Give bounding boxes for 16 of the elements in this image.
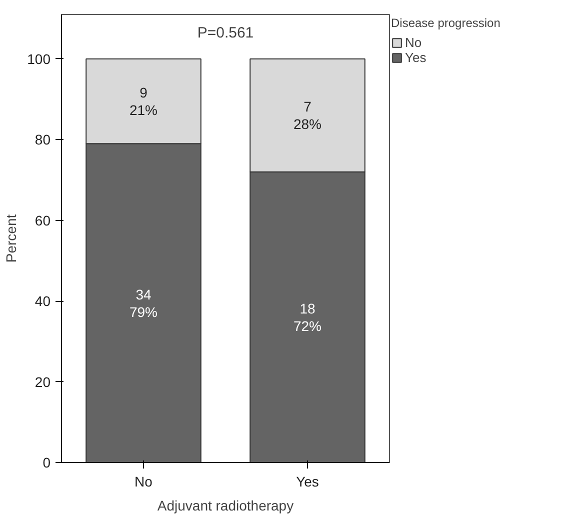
y-tick-label: 20: [34, 374, 51, 390]
y-axis-title: Percent: [3, 214, 20, 263]
y-tick-label: 60: [34, 212, 51, 228]
data-label: 9 21%: [129, 84, 158, 118]
data-label: 34 79%: [129, 286, 158, 320]
y-tick-label: 100: [27, 50, 51, 67]
legend-title: Disease progression: [391, 16, 500, 30]
annotation: P=0.561: [197, 24, 254, 42]
y-tick-label: 40: [34, 293, 51, 310]
data-label: 18 72%: [293, 300, 322, 334]
y-tick-label: 0: [42, 454, 51, 470]
y-tick-label: 80: [34, 132, 51, 148]
legend-label: No: [405, 35, 423, 50]
x-axis-title: Adjuvant radiotherapy: [157, 498, 294, 514]
data-label: 7 28%: [293, 98, 322, 132]
legend-label: Yes: [405, 50, 426, 65]
